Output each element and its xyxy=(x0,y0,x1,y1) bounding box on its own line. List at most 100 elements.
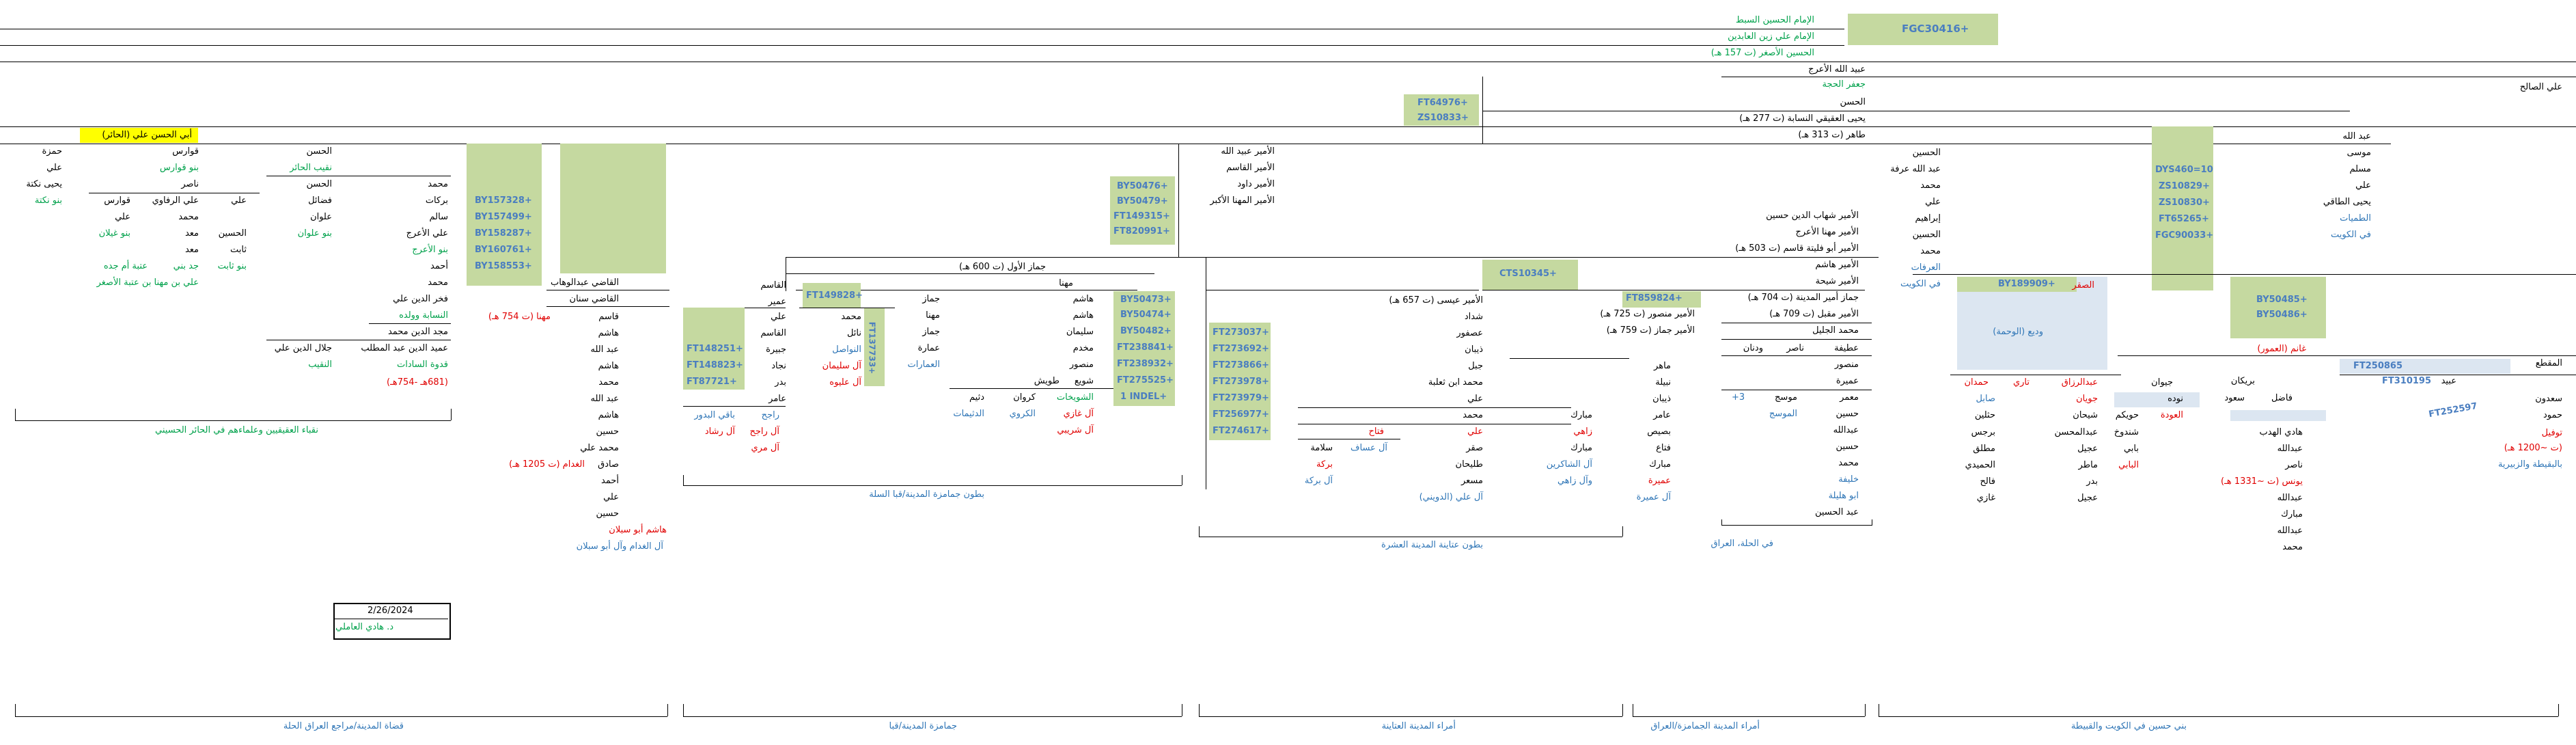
alnawasil: النواصل xyxy=(832,344,861,355)
l-banu-alwan: بنو علوان xyxy=(297,228,332,239)
right-code-1: DYS460=10 xyxy=(2155,165,2213,175)
right-code-box xyxy=(2152,126,2213,290)
by5047-code-2: BY50474+ xyxy=(1120,310,1172,320)
top-line-1: الإمام الحسين السبط xyxy=(1735,15,1814,25)
ft27-code-5: FT273979+ xyxy=(1213,393,1269,403)
by5048-code-2: BY50486+ xyxy=(2256,310,2308,320)
ft2525-code: FT252597 xyxy=(2428,401,2478,420)
fattah: فتاح xyxy=(1368,426,1385,437)
hashim-j-1: هاشم xyxy=(1072,294,1094,304)
son-2: الأمير القاسم xyxy=(1226,163,1275,173)
rule-amirs-1 xyxy=(786,257,1879,258)
right-item-3: مسلم xyxy=(2349,164,2371,174)
hilla-plus3: +3 xyxy=(1732,392,1745,403)
l-hasan2: الحسن xyxy=(306,179,332,189)
right-code-3: ZS10830+ xyxy=(2159,198,2210,208)
alkarwi: الكروي xyxy=(1009,409,1036,419)
hilla-muhammad: محمد xyxy=(1838,458,1859,468)
top-rule-2 xyxy=(0,45,1844,46)
amir-7: الأمير مقبل (ت 709 هـ) xyxy=(1769,309,1859,319)
sons-code-4: FT820991+ xyxy=(1113,226,1170,236)
ft1377-box xyxy=(864,308,885,386)
vline-mid xyxy=(1482,77,1483,144)
hamoud: حمود xyxy=(2543,410,2562,420)
right-item-2: موسى xyxy=(2346,148,2371,158)
al-alayoh: آل عليوه xyxy=(829,377,861,388)
hilla-abdulhussein: عبد الحسين xyxy=(1814,507,1859,517)
nasser-r: ناصر xyxy=(2285,460,2303,470)
l-ali2: علي xyxy=(115,212,130,222)
ft2508-code: FT250865 xyxy=(2353,361,2403,371)
ft148-code-3: FT87721+ xyxy=(687,377,737,387)
qadi-al-ghaddam: آل الغدام وآل أبو سبلان xyxy=(576,541,663,552)
bottom-v3b xyxy=(1622,704,1623,716)
al-shawkan: آل الشاكرين xyxy=(1546,459,1592,470)
l-thabit: ثابت xyxy=(230,245,247,255)
rule-amer-j xyxy=(683,406,786,407)
l-hasan: الحسن xyxy=(306,146,332,157)
muhammad-m: محمد xyxy=(1463,410,1483,420)
qadi-hashim: هاشم xyxy=(598,328,619,338)
amir-shaddad: شداد xyxy=(1464,312,1483,322)
l-muhammad: محمد xyxy=(178,212,199,222)
ft148-box xyxy=(683,308,745,390)
by5047-code-1: BY50473+ xyxy=(1120,295,1172,305)
tawfil: توفيل xyxy=(2541,428,2562,438)
top-line-8: طاهر (ت 313 هـ) xyxy=(1798,130,1866,140)
hadi-alhadab: هادي الهدب xyxy=(2259,427,2303,437)
amir-isa: الأمير عيسى (ت 657 هـ) xyxy=(1389,295,1483,306)
amir-ali: علي xyxy=(1467,394,1483,404)
mid-code-box xyxy=(1404,94,1479,126)
ft27-code-6: FT256977+ xyxy=(1213,409,1269,420)
l-ahmad: أحمد xyxy=(430,261,448,271)
l-banu-araj: بنو الأعرج xyxy=(412,245,448,255)
sabil: صابل xyxy=(1976,394,1995,404)
rule-qadi-2 xyxy=(546,306,669,307)
jiwan: جيوان xyxy=(2151,377,2173,388)
buraikan: بريكان xyxy=(2230,376,2255,386)
hashim-j-5: منصور xyxy=(1069,360,1094,370)
abdulrazzaq: عبدالرزاق xyxy=(2061,377,2098,388)
top-line-2: الإمام علي زين العابدين xyxy=(1728,31,1814,42)
l-hussein: الحسين xyxy=(218,228,247,239)
vline-l-r xyxy=(451,409,452,420)
rule-l-bottom xyxy=(15,420,451,421)
right-code-2: ZS10829+ xyxy=(2159,181,2210,191)
by1899-code: BY189909+ xyxy=(1998,279,2055,289)
dhiyab-m: ذيبان xyxy=(1652,394,1671,404)
babi: بابي xyxy=(2123,444,2139,454)
hilla-muammar: معمر xyxy=(1840,392,1859,403)
l-banu-qawarees: بنو قوارس xyxy=(159,163,199,173)
humaidi: الحميدي xyxy=(1965,460,1995,470)
shunduh: شندوخ xyxy=(2114,427,2139,437)
al-zahi: وآل زاهي xyxy=(1557,476,1592,486)
col2-item-3: محمد xyxy=(1920,180,1941,191)
top-code: FGC30416+ xyxy=(1902,23,1969,35)
muhanna-q: مهنا (ت 754 هـ) xyxy=(488,312,551,322)
hilla-khalif: خليفة xyxy=(1838,474,1859,485)
amir-2: الأمير مهنا الأعرج xyxy=(1795,227,1859,237)
bottom-caption-1: قضاة المدينة/مراجع العراق الحلة xyxy=(283,721,404,731)
qadi-hussein: حسين xyxy=(596,426,619,437)
ghazi: غازي xyxy=(1976,493,1995,503)
qadi-hashim2: هاشم xyxy=(598,361,619,371)
l-caption: نقباء العقيقيين وعلماءهم في الحائر الحسي… xyxy=(155,425,318,435)
ft85-box xyxy=(1622,291,1701,308)
qadi-abdullah: عبد الله xyxy=(590,344,619,355)
hilla-umaira: عميرة xyxy=(1836,376,1859,386)
ft27-code-4: FT273978+ xyxy=(1213,377,1269,387)
jammaz-caption: بطون جمامزة المدينة/قبا السلة xyxy=(869,489,984,500)
bottom-caption-3: أمراء المدينة العتاينة xyxy=(1381,721,1456,731)
al-rajih: آل راجح xyxy=(749,426,779,437)
younis: يونس (ت ~1331 هـ) xyxy=(2221,476,2303,487)
muqtaa: المقطع xyxy=(2535,358,2562,368)
right-code-4: FT65265+ xyxy=(2159,214,2209,224)
jammaz-awwal: جماز الأول (ت 600 هـ) xyxy=(959,262,1046,272)
amir-8: محمد الجليل xyxy=(1812,325,1859,336)
top-line-6: الحسن xyxy=(1840,97,1866,107)
jabira: جبيرة xyxy=(766,344,786,355)
hashim-j-3: سليمان xyxy=(1066,327,1094,337)
rule-maher xyxy=(1510,358,1629,359)
vline-maher-r xyxy=(1622,526,1623,537)
falih: فالح xyxy=(1980,476,1995,487)
